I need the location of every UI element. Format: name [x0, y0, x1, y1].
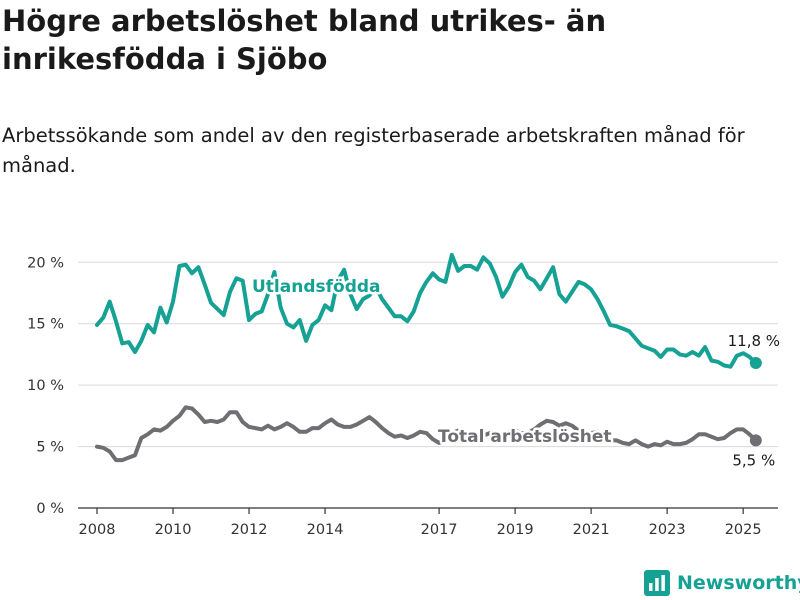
y-tick-label: 20 %: [27, 255, 64, 271]
x-tick-label: 2012: [231, 522, 268, 538]
x-tick-label: 2014: [307, 522, 344, 538]
y-tick-label: 5 %: [36, 440, 64, 456]
brand-name: Newsworthy: [677, 572, 800, 594]
chart-subtitle: Arbetssökande som andel av den registerb…: [2, 124, 745, 177]
bar-chart-logo-icon: [644, 570, 670, 596]
y-tick-label: 10 %: [27, 378, 64, 394]
total-end-point: [749, 434, 762, 447]
utlandsfodda-line: [95, 252, 758, 369]
newsworthy-brand: Newsworthy: [644, 568, 800, 598]
total-end-label: 5,5 %: [732, 451, 775, 469]
x-tick-label: 2017: [421, 522, 458, 538]
utlandsfodda-end-label: 11,8 %: [728, 332, 780, 350]
x-tick-label: 2019: [497, 522, 534, 538]
utlandsfodda-series-label: Utlandsfödda: [252, 277, 381, 297]
x-tick-label: 2023: [649, 522, 686, 538]
y-tick-label: 15 %: [27, 317, 64, 333]
x-tick-label: 2021: [573, 522, 610, 538]
total-series-label: Total arbetslöshet: [438, 427, 612, 447]
chart-title: Högre arbetslöshet bland utrikes- än inr…: [2, 4, 607, 76]
utlandsfodda-end-point: [749, 357, 762, 370]
y-tick-label: 0 %: [36, 501, 64, 517]
x-tick-label: 2008: [79, 522, 116, 538]
total-arbetsloshet-line: [494, 418, 758, 449]
total-arbetsloshet-line: [95, 405, 492, 463]
x-tick-label: 2010: [155, 522, 192, 538]
x-tick-label: 2025: [725, 522, 762, 538]
